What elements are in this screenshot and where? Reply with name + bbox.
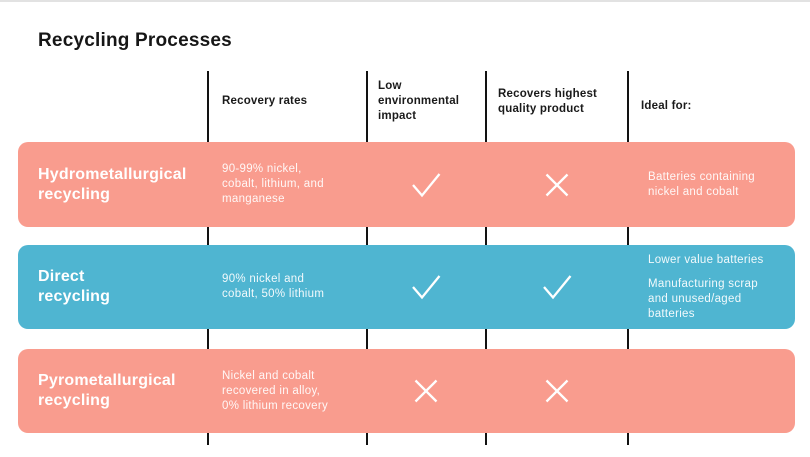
row-label: Direct recycling — [38, 268, 111, 305]
top-border — [0, 0, 810, 2]
table-row-hydrometallurgical: Hydrometallurgical recycling 90-99% nick… — [18, 142, 795, 227]
recovers-highest-quality-cell — [542, 142, 572, 227]
recovers-highest-quality-cell — [542, 245, 572, 329]
cross-icon — [413, 378, 439, 404]
ideal-for-cell-empty — [648, 349, 778, 433]
row-label: Pyrometallurgical recycling — [38, 372, 176, 409]
ideal-for-text: Manufacturing scrap and unused/aged batt… — [648, 277, 758, 320]
check-icon — [411, 274, 442, 300]
page-title: Recycling Processes — [38, 30, 232, 51]
low-environmental-impact-cell — [411, 142, 441, 227]
low-environmental-impact-cell — [411, 245, 441, 329]
column-header-low-environmental-impact: Low environmental impact — [378, 80, 460, 122]
recovery-rates-cell: 90-99% nickel, cobalt, lithium, and mang… — [222, 163, 324, 205]
column-header-ideal-for: Ideal for: — [641, 100, 692, 112]
ideal-for-text: Batteries containing nickel and cobalt — [648, 170, 756, 198]
cross-icon — [544, 378, 570, 404]
recovery-rates-cell: 90% nickel and cobalt, 50% lithium — [222, 273, 325, 300]
column-header-recovers-highest-quality-product: Recovers highest quality product — [498, 88, 598, 115]
low-environmental-impact-cell — [411, 349, 441, 433]
ideal-for-cell: Lower value batteries Manufacturing scra… — [648, 245, 778, 329]
ideal-for-cell: Batteries containing nickel and cobalt — [648, 142, 778, 227]
recovers-highest-quality-cell — [542, 349, 572, 433]
cross-icon — [544, 172, 570, 198]
table-row-direct: Direct recycling 90% nickel and cobalt, … — [18, 245, 795, 329]
recovery-rates-cell: Nickel and cobalt recovered in alloy, 0%… — [222, 369, 329, 412]
column-header-recovery-rates: Recovery rates — [222, 95, 308, 107]
row-label: Hydrometallurgical recycling — [38, 165, 187, 203]
check-icon — [411, 172, 442, 198]
table-row-pyrometallurgical: Pyrometallurgical recycling Nickel and c… — [18, 349, 795, 433]
ideal-for-text: Lower value batteries — [648, 253, 764, 266]
check-icon — [542, 274, 573, 300]
